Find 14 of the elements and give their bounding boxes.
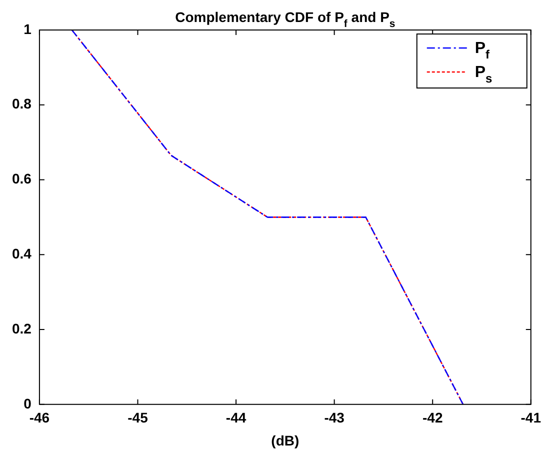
y-tick-label: 0.4: [12, 246, 32, 262]
x-tick-label: -42: [422, 410, 443, 426]
x-tick-label: -43: [324, 410, 345, 426]
x-axis-title: (dB): [271, 432, 300, 448]
x-tick-label: -46: [29, 410, 50, 426]
y-tick-label: 0.8: [12, 96, 32, 112]
y-tick-label: 1: [24, 20, 32, 37]
x-tick-label: -41: [520, 410, 542, 426]
x-tick-label: -45: [128, 410, 148, 426]
x-tick-label: -44: [226, 410, 246, 426]
line-series: [71, 30, 464, 404]
y-tick-label: 0.2: [12, 320, 32, 336]
y-tick-label: 0.6: [12, 170, 32, 187]
y-tick-label: 0: [24, 395, 32, 412]
